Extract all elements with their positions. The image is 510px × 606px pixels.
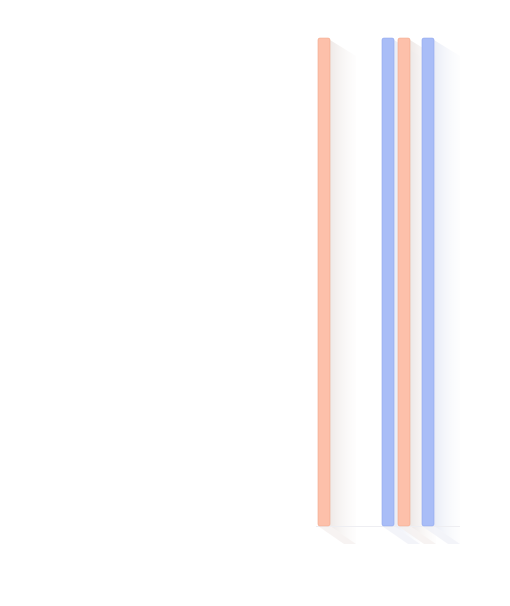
bar-layer bbox=[317, 37, 435, 527]
bar-floor-shadow bbox=[422, 526, 460, 544]
bar bbox=[381, 37, 395, 527]
bar-floor-shadow bbox=[398, 526, 436, 544]
bar bbox=[317, 37, 331, 527]
bar-shadow bbox=[434, 40, 460, 544]
bar-shadow bbox=[330, 40, 356, 544]
bar-floor-shadow bbox=[318, 526, 356, 544]
bar bbox=[421, 37, 435, 527]
bar bbox=[397, 37, 411, 527]
bar-floor-shadow bbox=[382, 526, 420, 544]
